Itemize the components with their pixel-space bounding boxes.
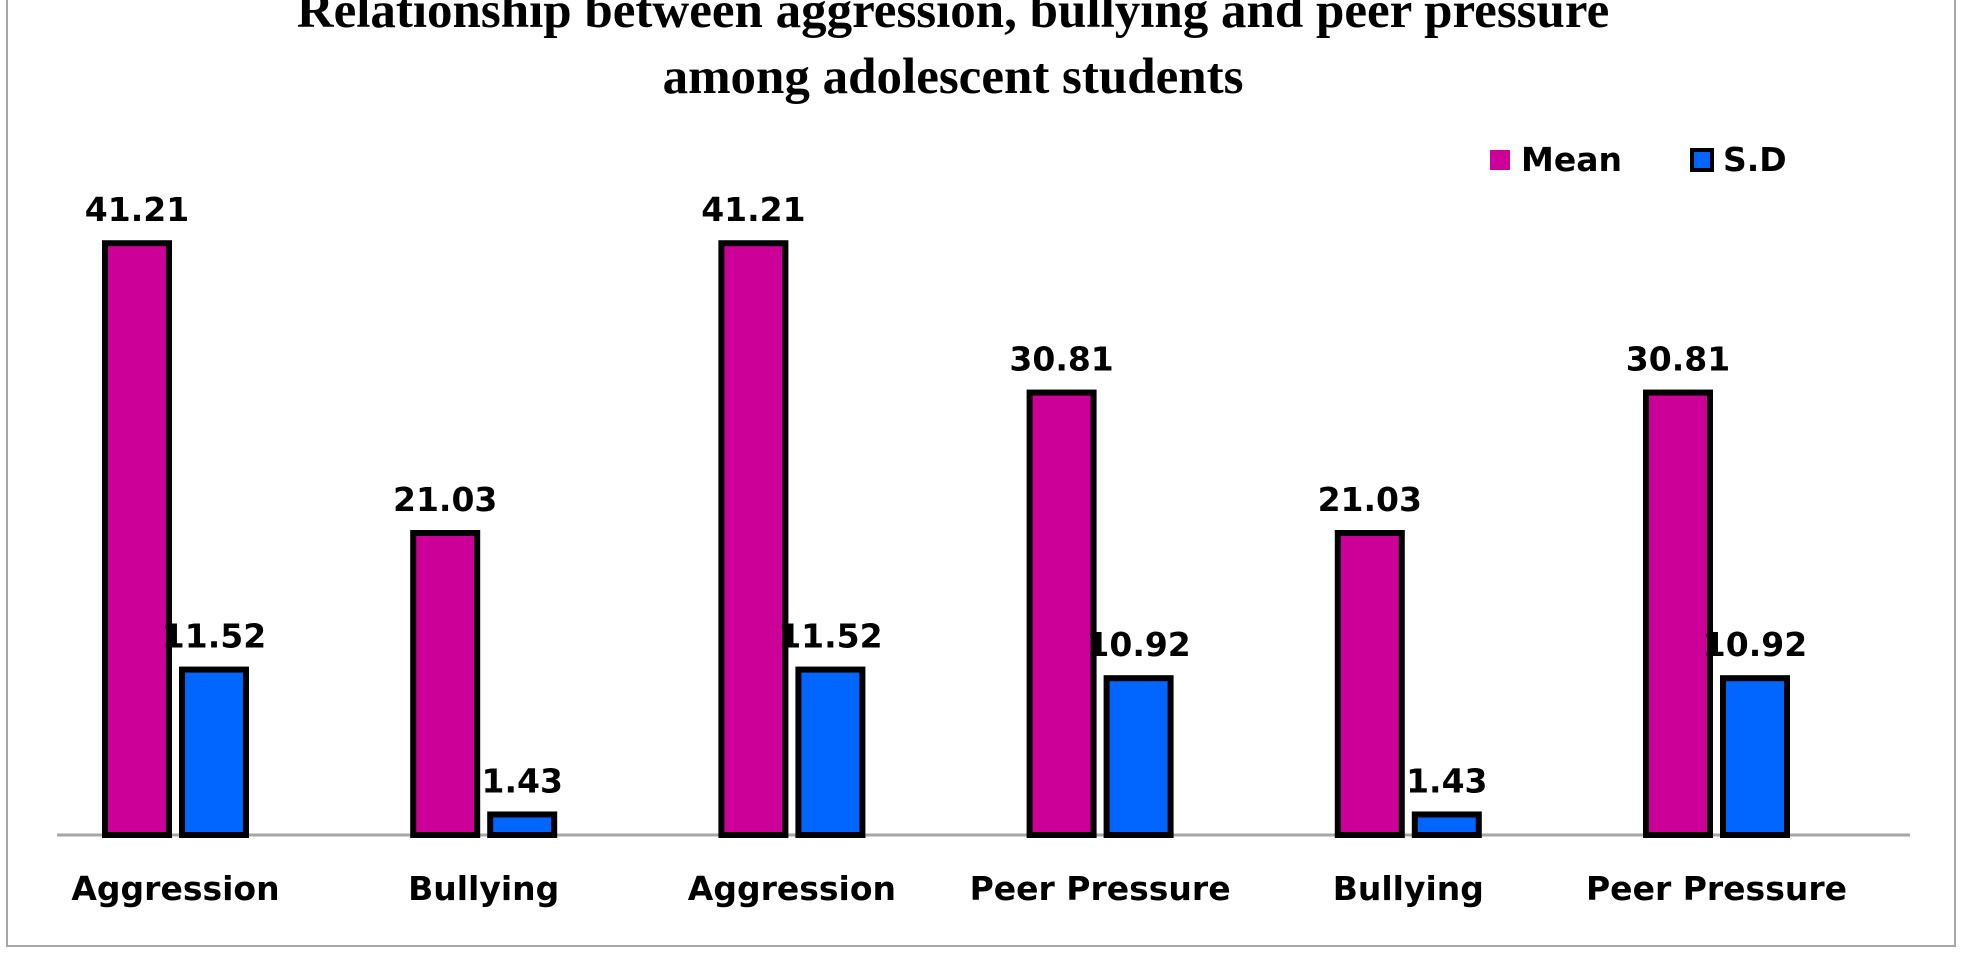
data-label-s-d-2: 1.43 <box>481 761 562 800</box>
bar-s-d-1 <box>179 666 249 839</box>
data-label-s-d-1: 11.52 <box>162 617 266 656</box>
chart-title-line-1: Relationship between aggression, bullyin… <box>296 0 1610 39</box>
legend-label-s-d: S.D <box>1723 140 1787 179</box>
legend-label-mean: Mean <box>1521 140 1622 179</box>
data-label-mean-4: 30.81 <box>1009 340 1113 379</box>
chart-title-line-2: among adolescent students <box>662 49 1244 105</box>
x-tick-label-4: Peer Pressure <box>970 869 1231 908</box>
legend-swatch-mean <box>1490 150 1510 170</box>
x-tick-label-3: Aggression <box>688 869 896 908</box>
chart-frame: Relationship between aggression, bullyin… <box>6 0 1956 947</box>
bar-mean-2 <box>410 530 481 839</box>
data-label-mean-1: 41.21 <box>85 190 189 229</box>
x-tick-label-6: Peer Pressure <box>1586 869 1847 908</box>
bar-chart: 41.21 11.52 Aggression 21.03 1.43 Bullying 41.… <box>57 140 1910 908</box>
bar-s-d-3 <box>795 666 866 839</box>
data-label-mean-6: 30.81 <box>1626 340 1730 379</box>
data-label-s-d-5: 1.43 <box>1406 761 1487 800</box>
data-label-s-d-6: 10.92 <box>1703 625 1807 664</box>
x-tick-label-5: Bullying <box>1333 869 1484 908</box>
chart-title: Relationship between aggression, bullyin… <box>8 0 1898 110</box>
bar-mean-3 <box>718 240 789 838</box>
data-label-s-d-4: 10.92 <box>1086 625 1190 664</box>
data-label-mean-5: 21.03 <box>1318 480 1422 519</box>
data-label-mean-3: 41.21 <box>701 190 805 229</box>
x-tick-label-1: Aggression <box>71 869 279 908</box>
data-label-s-d-3: 11.52 <box>778 617 882 656</box>
bar-mean-4 <box>1026 389 1097 838</box>
bar-s-d-2 <box>487 811 558 839</box>
bar-mean-1 <box>102 240 172 838</box>
x-tick-label-2: Bullying <box>408 869 559 908</box>
bar-s-d-5 <box>1411 811 1482 839</box>
bar-s-d-6 <box>1720 675 1790 838</box>
data-label-mean-2: 21.03 <box>393 480 497 519</box>
bar-mean-6 <box>1643 389 1713 838</box>
legend-swatch-s-d <box>1690 148 1714 172</box>
bar-mean-5 <box>1334 530 1405 839</box>
bar-s-d-4 <box>1103 675 1174 838</box>
